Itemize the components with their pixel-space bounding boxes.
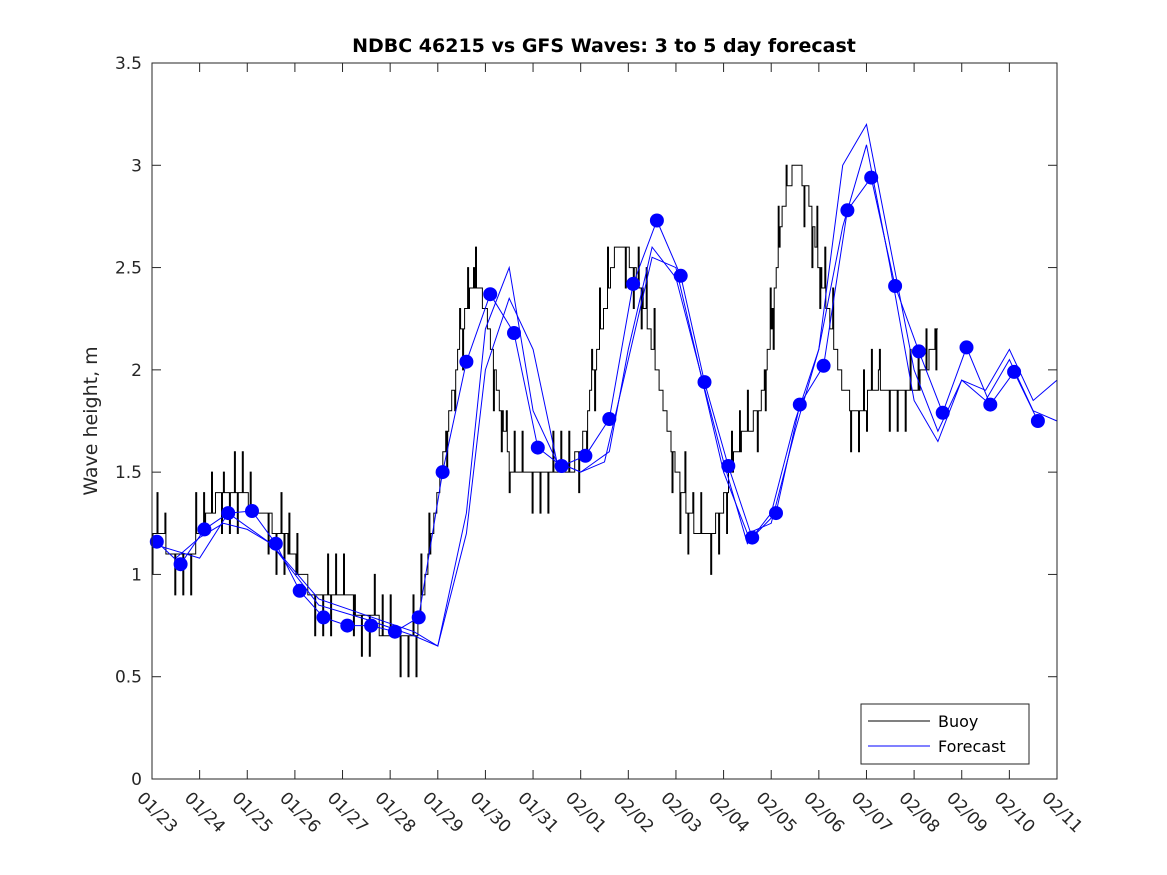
- x-tick-label: 02/01: [561, 788, 610, 837]
- x-tick-label: 01/25: [228, 788, 277, 837]
- x-tick-label: 01/24: [180, 788, 229, 837]
- forecast-point: [840, 203, 855, 218]
- x-tick-label: 02/09: [942, 788, 991, 837]
- legend-buoy-label: Buoy: [938, 712, 978, 731]
- forecast-point: [387, 624, 402, 639]
- forecast-point: [602, 412, 617, 426]
- forecast-point: [816, 358, 831, 373]
- y-tick-label: 0: [131, 770, 142, 790]
- x-tick-label: 01/26: [275, 788, 324, 837]
- x-tick-label: 02/10: [990, 788, 1039, 837]
- x-tick-label: 02/05: [752, 788, 801, 837]
- y-tick-label: 2.5: [115, 259, 142, 279]
- forecast-point: [507, 326, 521, 340]
- forecast-point: [649, 213, 664, 228]
- forecast-point: [888, 279, 903, 293]
- x-tick-label: 02/03: [656, 788, 705, 837]
- x-tick-label: 02/06: [799, 788, 848, 837]
- forecast-point: [983, 397, 998, 412]
- x-tick-label: 02/11: [1037, 788, 1086, 837]
- buoy-line: [152, 164, 938, 678]
- y-tick-label: 1.5: [115, 463, 142, 483]
- forecast-point: [221, 506, 236, 521]
- forecast-point: [911, 344, 926, 359]
- forecast-point: [340, 618, 355, 633]
- forecast-point: [792, 397, 807, 412]
- x-tick-label: 01/31: [514, 788, 563, 837]
- forecast-point: [554, 459, 569, 473]
- forecast-point: [578, 448, 593, 463]
- forecast-run-line: [175, 144, 1058, 647]
- forecast-point: [435, 465, 450, 480]
- forecast-point: [959, 340, 974, 355]
- forecast-point: [459, 354, 474, 369]
- x-tick-label: 01/23: [132, 788, 181, 837]
- forecast-point: [1007, 364, 1022, 379]
- forecast-point: [483, 287, 498, 302]
- forecast-point: [197, 522, 212, 537]
- x-tick-label: 02/08: [895, 788, 944, 837]
- forecast-point: [673, 268, 688, 283]
- legend: Buoy Forecast: [860, 703, 1030, 765]
- x-tick-label: 01/30: [466, 788, 515, 837]
- x-tick-label: 02/02: [609, 788, 658, 837]
- forecast-point: [411, 610, 426, 625]
- series-layer: [149, 122, 1058, 678]
- forecast-point: [1030, 414, 1045, 428]
- x-tick-label: 02/04: [704, 788, 753, 837]
- forecast-point: [530, 440, 545, 455]
- y-tick-label: 3.5: [115, 54, 142, 74]
- forecast-point: [173, 557, 188, 572]
- forecast-point: [745, 530, 760, 545]
- forecast-point: [292, 583, 307, 598]
- forecast-point: [364, 618, 379, 633]
- legend-box: [860, 703, 1030, 765]
- x-tick-label: 01/29: [418, 788, 467, 837]
- y-tick-label: 3: [131, 156, 142, 176]
- forecast-point: [721, 459, 736, 473]
- forecast-point: [316, 610, 331, 625]
- forecast-point: [935, 405, 950, 420]
- x-tick-label: 01/27: [323, 788, 372, 837]
- axes-box: [151, 62, 1058, 780]
- y-tick-label: 2: [131, 361, 142, 381]
- forecast-point: [245, 504, 259, 518]
- forecast-point: [769, 506, 783, 521]
- legend-forecast-label: Forecast: [938, 737, 1006, 756]
- y-axis-label: Wave height, m: [80, 346, 102, 495]
- chart-title: NDBC 46215 vs GFS Waves: 3 to 5 day fore…: [352, 35, 856, 57]
- y-tick-label: 1: [131, 565, 142, 585]
- forecast-point: [626, 276, 641, 291]
- x-tick-label: 01/28: [371, 788, 420, 837]
- forecast-point: [697, 375, 712, 390]
- y-tick-label: 0.5: [115, 668, 142, 688]
- forecast-point: [149, 534, 164, 549]
- x-tick-label: 02/07: [847, 788, 896, 837]
- forecast-point: [864, 170, 879, 185]
- forecast-point: [268, 536, 283, 551]
